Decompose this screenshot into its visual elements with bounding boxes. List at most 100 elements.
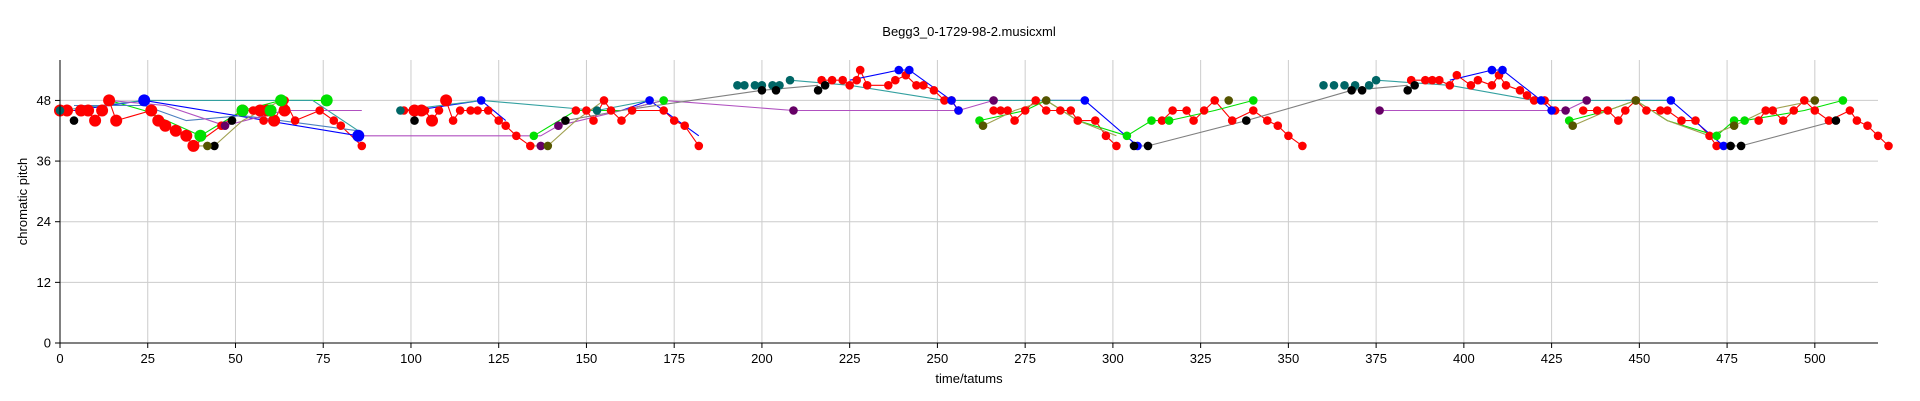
data-point xyxy=(996,106,1005,115)
data-point xyxy=(529,131,539,141)
data-point xyxy=(862,81,872,90)
series-line xyxy=(74,104,359,132)
data-point xyxy=(1445,81,1455,90)
data-point xyxy=(813,86,823,95)
data-point xyxy=(1845,106,1855,115)
data-point xyxy=(1761,106,1770,115)
data-point xyxy=(159,119,172,132)
data-point xyxy=(1091,116,1100,125)
data-point xyxy=(659,106,668,115)
data-point xyxy=(1375,106,1384,115)
data-point xyxy=(1340,81,1349,90)
data-point xyxy=(1631,96,1641,105)
data-point xyxy=(1073,116,1083,125)
data-point xyxy=(554,121,563,130)
data-point xyxy=(1143,141,1153,151)
data-point xyxy=(589,116,598,125)
data-point xyxy=(1719,141,1728,151)
data-point xyxy=(320,94,333,107)
x-tick-label: 75 xyxy=(316,351,330,366)
data-point xyxy=(536,141,546,151)
data-point xyxy=(852,75,861,85)
data-point xyxy=(929,86,939,95)
data-point xyxy=(169,124,182,137)
data-point xyxy=(789,106,798,115)
data-point xyxy=(1736,141,1746,151)
series-line xyxy=(1572,99,1815,137)
x-tick-label: 125 xyxy=(488,351,510,366)
grid xyxy=(60,60,1878,343)
data-point xyxy=(1768,106,1777,115)
data-point xyxy=(1227,116,1237,125)
data-point xyxy=(1403,86,1412,95)
data-point xyxy=(357,141,367,151)
data-point xyxy=(1873,131,1883,141)
data-point xyxy=(827,75,837,85)
data-point xyxy=(526,141,535,151)
data-point xyxy=(617,116,626,125)
data-point xyxy=(894,65,904,75)
data-point xyxy=(978,121,988,130)
data-point xyxy=(1249,106,1258,115)
data-point xyxy=(180,129,193,142)
data-point xyxy=(694,141,704,151)
data-point xyxy=(483,106,493,115)
data-point xyxy=(733,81,742,90)
data-point xyxy=(1529,96,1539,105)
data-point xyxy=(1284,131,1293,141)
data-point xyxy=(138,94,151,107)
series-line xyxy=(979,99,1254,137)
data-point xyxy=(448,116,458,125)
data-point xyxy=(740,81,749,90)
data-point xyxy=(1003,106,1012,115)
data-point xyxy=(1435,75,1444,85)
data-point xyxy=(1705,131,1714,141)
data-point xyxy=(1810,96,1820,105)
data-point xyxy=(501,121,511,130)
data-point xyxy=(1056,106,1065,115)
data-point xyxy=(757,86,767,95)
x-tick-label: 350 xyxy=(1278,351,1300,366)
data-point xyxy=(1712,131,1721,141)
series-line xyxy=(565,84,819,122)
data-point xyxy=(1157,116,1167,125)
x-tick-label: 0 xyxy=(56,351,63,366)
data-point xyxy=(264,104,277,117)
x-tick-label: 475 xyxy=(1716,351,1738,366)
data-point xyxy=(187,139,200,152)
data-point xyxy=(1210,96,1219,105)
x-tick-label: 400 xyxy=(1453,351,1475,366)
data-point xyxy=(669,116,679,125)
data-point xyxy=(1621,106,1630,115)
data-point xyxy=(912,81,921,90)
data-point xyxy=(220,121,230,130)
data-point xyxy=(1031,96,1040,105)
data-point xyxy=(210,141,219,151)
y-tick-label: 48 xyxy=(37,93,51,108)
data-point xyxy=(227,116,237,125)
data-point xyxy=(1592,106,1602,115)
data-point xyxy=(1740,116,1749,125)
data-point xyxy=(1614,116,1623,125)
data-point xyxy=(1729,121,1739,130)
data-point xyxy=(919,81,928,90)
data-point xyxy=(466,106,475,115)
data-point xyxy=(1831,116,1841,125)
data-point xyxy=(1189,116,1198,125)
data-point xyxy=(410,116,419,125)
data-point xyxy=(1041,96,1051,105)
data-point xyxy=(1112,141,1121,151)
data-point xyxy=(645,96,654,105)
x-axis-title: time/tatums xyxy=(935,371,1003,386)
x-tick-label: 25 xyxy=(141,351,155,366)
data-point xyxy=(259,116,268,125)
data-point xyxy=(426,114,438,127)
data-point xyxy=(1691,116,1700,125)
y-tick-label: 0 xyxy=(44,336,51,351)
data-point xyxy=(1824,116,1834,125)
data-point xyxy=(543,141,553,151)
series-line xyxy=(533,99,664,137)
data-point xyxy=(236,104,249,117)
data-point xyxy=(1712,141,1721,151)
data-point xyxy=(627,106,637,115)
